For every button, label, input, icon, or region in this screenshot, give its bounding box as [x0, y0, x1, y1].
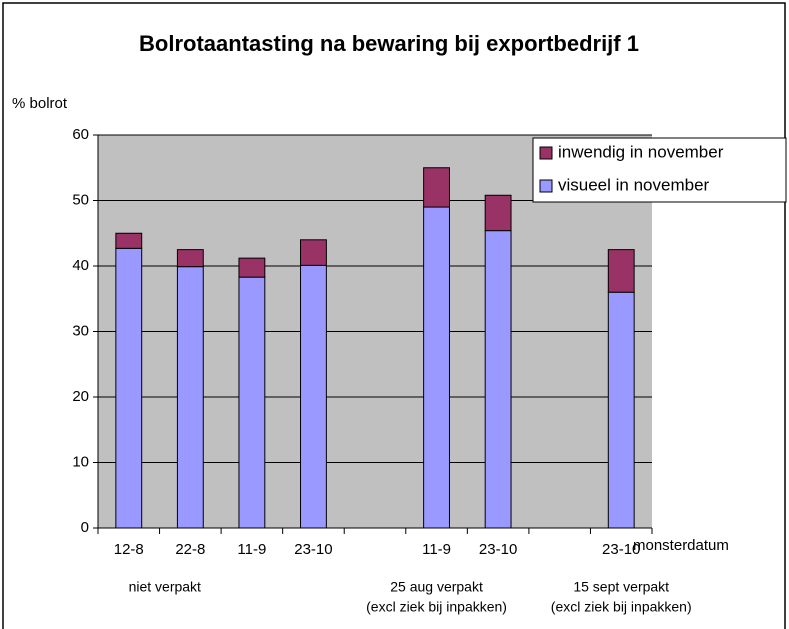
bar-segment — [607, 291, 635, 529]
chart-title: Bolrotaantasting na bewaring bij exportb… — [139, 31, 639, 56]
y-tick-label: 10 — [72, 453, 89, 470]
bar-segment — [115, 247, 143, 529]
group-label: (excl ziek bij inpakken) — [551, 599, 692, 615]
bar-segment — [300, 239, 327, 266]
bar-segment — [238, 276, 266, 529]
x-tick-label: 23-10 — [479, 541, 517, 558]
group-label: 15 sept verpakt — [573, 579, 669, 595]
y-tick-label: 30 — [72, 322, 89, 339]
x-tick-label: 11-9 — [237, 541, 266, 558]
y-tick-label: 20 — [72, 388, 89, 405]
bar-segment — [423, 167, 450, 208]
group-label: (excl ziek bij inpakken) — [366, 599, 507, 615]
y-tick-label: 40 — [72, 257, 89, 274]
legend-label: inwendig in november — [558, 142, 724, 161]
bar-segment — [423, 206, 450, 529]
x-tick-label: 23-10 — [294, 541, 332, 558]
legend-box — [532, 137, 787, 203]
x-axis-label: monsterdatum — [633, 537, 729, 554]
x-tick-label: 12-8 — [114, 541, 144, 558]
bar-segment — [484, 230, 512, 529]
legend-swatch — [539, 179, 553, 193]
y-tick-label: 50 — [72, 191, 89, 208]
group-label: 25 aug verpakt — [390, 579, 483, 595]
bar-segment — [300, 264, 327, 529]
bar-segment — [607, 249, 635, 293]
bar-segment — [238, 257, 266, 278]
legend-swatch — [539, 146, 553, 160]
y-tick-label: 60 — [72, 126, 89, 143]
bar-segment — [484, 194, 512, 232]
legend-label: visueel in november — [558, 175, 710, 194]
group-label: niet verpakt — [129, 579, 201, 595]
x-tick-label: 22-8 — [175, 541, 205, 558]
bar-segment — [115, 232, 143, 249]
bar-segment — [176, 266, 204, 529]
y-tick-label: 0 — [81, 519, 89, 536]
y-axis-label: % bolrot — [12, 95, 68, 112]
x-tick-label: 11-9 — [422, 541, 451, 558]
x-tick-label: 23-10 — [602, 541, 640, 558]
bar-segment — [176, 249, 204, 268]
